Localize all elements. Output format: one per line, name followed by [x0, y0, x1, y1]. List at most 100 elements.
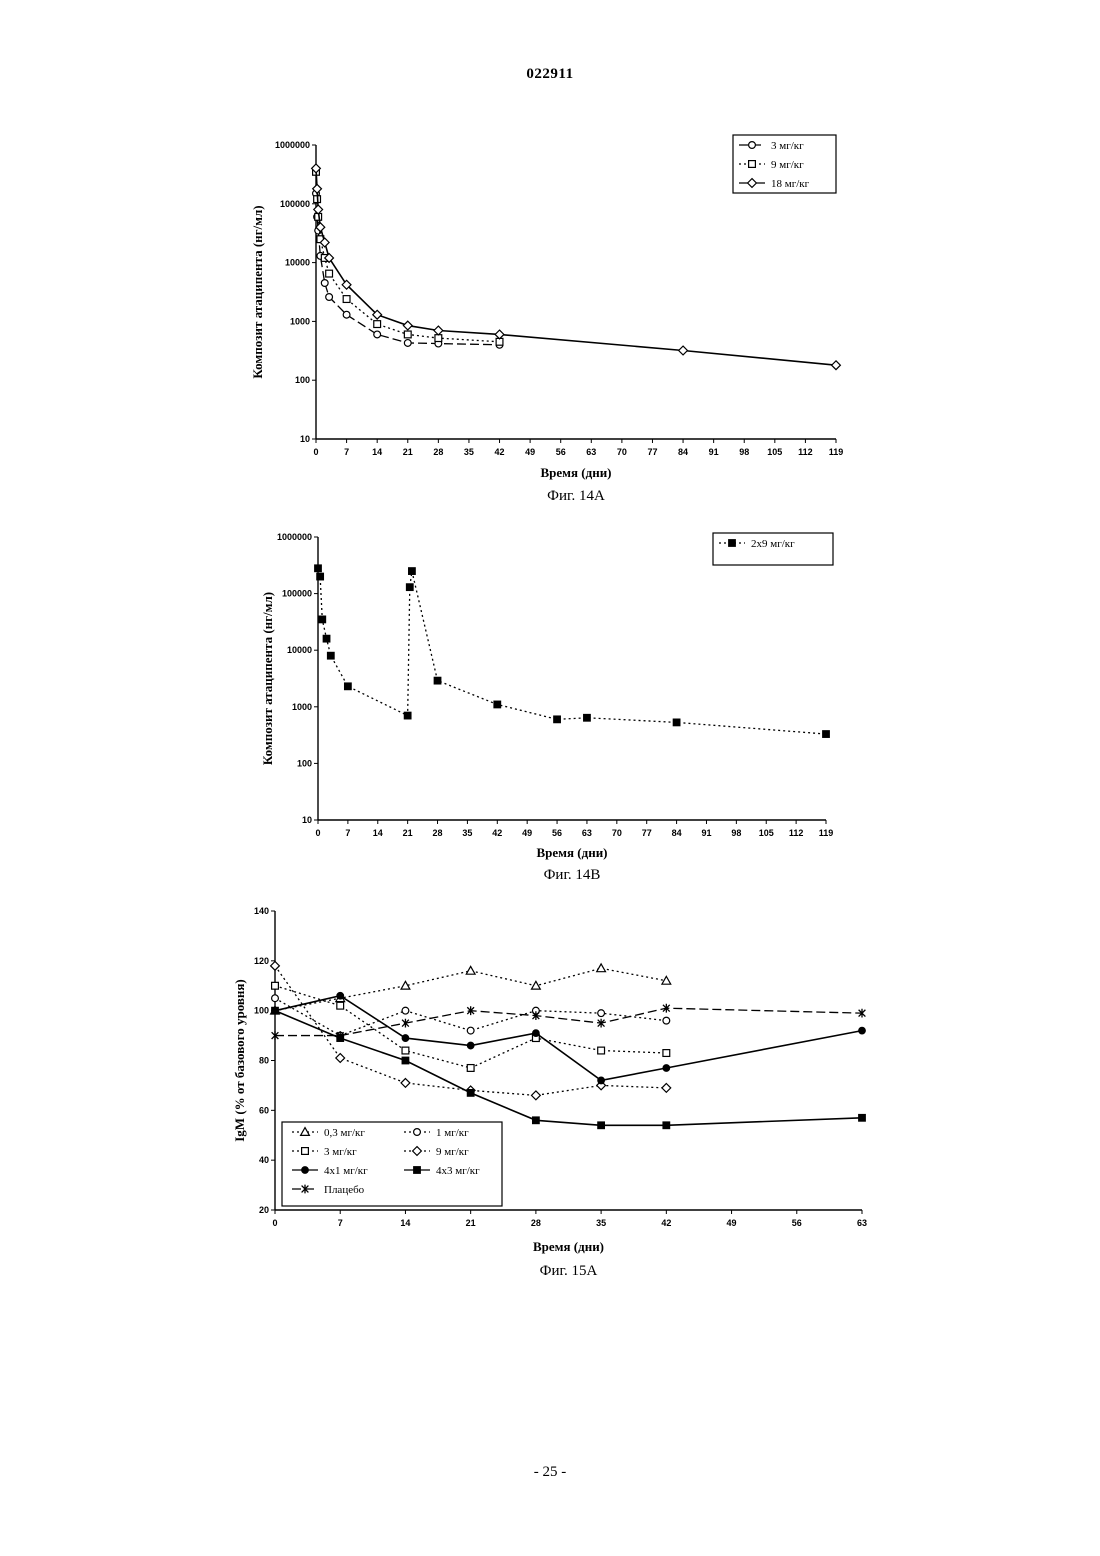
data-point: [404, 331, 411, 338]
x-tick-label: 119: [829, 447, 844, 457]
data-point: [823, 731, 830, 738]
x-tick-label: 42: [495, 447, 505, 457]
data-point: [859, 1114, 866, 1121]
y-tick-label: 1000000: [277, 532, 312, 542]
data-point: [404, 712, 411, 719]
page-number: - 25 -: [0, 1464, 1100, 1481]
legend: 0,3 мг/кг1 мг/кг3 мг/кг9 мг/кг4x1 мг/кг4…: [282, 1122, 502, 1206]
data-point: [326, 270, 333, 277]
data-point: [343, 296, 350, 303]
y-tick-label: 10000: [287, 645, 312, 655]
legend-box: [282, 1122, 502, 1206]
x-tick-label: 14: [372, 447, 382, 457]
x-tick-label: 112: [798, 447, 813, 457]
x-tick-label: 98: [739, 447, 749, 457]
x-tick-label: 49: [525, 447, 535, 457]
data-point: [272, 995, 279, 1002]
data-point: [663, 1017, 670, 1024]
data-point: [531, 981, 540, 989]
x-tick-label: 35: [464, 447, 474, 457]
y-tick-label: 10000: [285, 258, 310, 268]
legend-marker: [414, 1129, 421, 1136]
data-point: [434, 326, 443, 335]
data-point: [337, 992, 344, 999]
figure-14b-chart: 1010010001000010000010000000714212835424…: [0, 515, 1100, 890]
data-point: [663, 1065, 670, 1072]
x-tick-label: 63: [857, 1218, 867, 1228]
y-tick-label: 40: [259, 1155, 269, 1165]
data-point: [337, 1002, 344, 1009]
x-tick-label: 112: [789, 828, 804, 838]
data-point: [272, 982, 279, 989]
data-point: [314, 205, 323, 214]
data-point: [409, 568, 416, 575]
x-tick-label: 91: [709, 447, 719, 457]
data-point: [271, 961, 280, 970]
data-point: [598, 1122, 605, 1129]
data-point: [467, 1065, 474, 1072]
legend-marker: [302, 1148, 309, 1155]
data-point: [434, 677, 441, 684]
data-point: [673, 719, 680, 726]
data-point: [315, 565, 322, 572]
x-tick-label: 0: [272, 1218, 277, 1228]
y-tick-label: 60: [259, 1105, 269, 1115]
legend-label: 3 мг/кг: [771, 140, 804, 152]
data-point: [532, 1117, 539, 1124]
x-tick-label: 14: [373, 828, 383, 838]
x-tick-label: 7: [344, 447, 349, 457]
data-point: [495, 330, 504, 339]
x-tick-label: 28: [433, 828, 443, 838]
y-tick-label: 100000: [280, 199, 310, 209]
y-tick-label: 100: [297, 758, 312, 768]
figure-15a-chart: 20406080100120140071421283542495663Время…: [0, 895, 1100, 1290]
x-tick-label: 77: [647, 447, 657, 457]
data-point: [598, 1010, 605, 1017]
series-filled-square: [272, 1007, 866, 1128]
x-tick-label: 49: [727, 1218, 737, 1228]
x-tick-label: 21: [403, 828, 413, 838]
x-tick-label: 105: [759, 828, 774, 838]
series-square: [313, 168, 503, 345]
x-tick-label: 7: [338, 1218, 343, 1228]
data-point: [531, 1091, 540, 1100]
legend-label: 0,3 мг/кг: [324, 1127, 365, 1139]
y-tick-label: 80: [259, 1056, 269, 1066]
figure-caption: Фиг. 15A: [540, 1263, 598, 1279]
data-point: [344, 683, 351, 690]
figure-caption: Фиг. 14B: [544, 867, 601, 883]
document-number: 022911: [0, 66, 1100, 83]
series-diamond: [312, 164, 841, 370]
data-point: [598, 1047, 605, 1054]
data-point: [403, 321, 412, 330]
legend-marker: [414, 1167, 421, 1174]
data-point: [323, 635, 330, 642]
data-point: [832, 361, 841, 370]
x-tick-label: 42: [492, 828, 502, 838]
legend-marker: [749, 142, 756, 149]
legend-label: 9 мг/кг: [771, 159, 804, 171]
y-tick-label: 10: [300, 434, 310, 444]
x-tick-label: 0: [313, 447, 318, 457]
data-point: [401, 1079, 410, 1088]
x-tick-label: 21: [466, 1218, 476, 1228]
figure-caption: Фиг. 14A: [547, 488, 605, 504]
data-point: [467, 1027, 474, 1034]
x-tick-label: 42: [661, 1218, 671, 1228]
legend-label: Плацебо: [324, 1184, 365, 1196]
data-point: [374, 321, 381, 328]
data-point: [679, 346, 688, 355]
y-tick-label: 120: [254, 956, 269, 966]
series-filled-square: [315, 565, 830, 738]
x-tick-label: 119: [819, 828, 834, 838]
x-tick-label: 56: [792, 1218, 802, 1228]
x-tick-label: 7: [345, 828, 350, 838]
figure-14a-chart: 1010010001000010000010000000714212835424…: [0, 120, 1100, 510]
data-point: [554, 716, 561, 723]
x-tick-label: 56: [556, 447, 566, 457]
legend-marker: [749, 161, 756, 168]
data-point: [272, 1007, 279, 1014]
x-tick-label: 28: [531, 1218, 541, 1228]
x-tick-label: 28: [433, 447, 443, 457]
x-tick-label: 49: [522, 828, 532, 838]
